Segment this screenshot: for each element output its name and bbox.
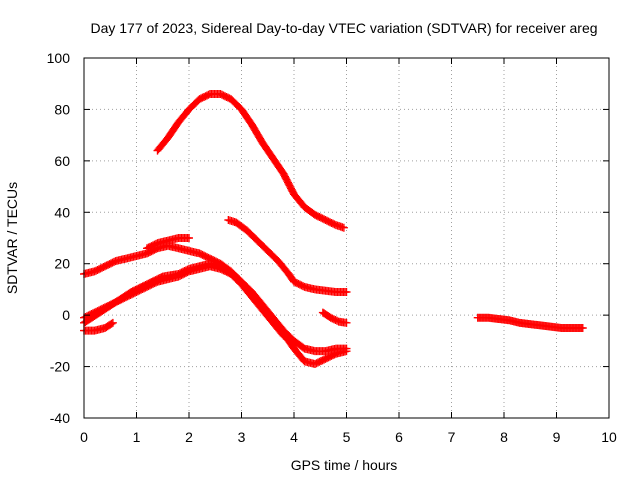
x-tick-label: 10 bbox=[601, 429, 617, 445]
y-tick-label: -20 bbox=[50, 359, 70, 375]
x-tick-label: 7 bbox=[448, 429, 456, 445]
y-tick-label: 40 bbox=[54, 204, 70, 220]
x-axis-label: GPS time / hours bbox=[291, 457, 398, 473]
data-point-marker bbox=[342, 318, 351, 327]
y-tick-label: 20 bbox=[54, 256, 70, 272]
series-arc-short-30 bbox=[143, 234, 193, 253]
series-arc-late-evening bbox=[473, 313, 587, 332]
x-tick-label: 8 bbox=[500, 429, 508, 445]
data-point-marker bbox=[107, 319, 116, 328]
series-arc-from-37 bbox=[224, 216, 351, 296]
y-axis-label: SDTVAR / TECUs bbox=[4, 182, 20, 294]
series-arc-small-left bbox=[80, 318, 117, 335]
y-tick-label: 100 bbox=[47, 50, 71, 66]
data-point-marker bbox=[342, 288, 351, 296]
x-tick-label: 6 bbox=[395, 429, 403, 445]
y-tick-label: 80 bbox=[54, 101, 70, 117]
x-tick-label: 3 bbox=[238, 429, 246, 445]
x-tick-label: 9 bbox=[553, 429, 561, 445]
data-point-marker bbox=[108, 318, 117, 327]
x-tick-labels: 0 1 2 3 4 5 6 7 8 9 10 bbox=[80, 429, 617, 445]
y-tick-label: 60 bbox=[54, 153, 70, 169]
series-arc-peak-86 bbox=[153, 90, 348, 232]
y-tick-labels: -40 -20 0 20 40 60 80 100 bbox=[47, 50, 71, 426]
series-arc-lower-2 bbox=[80, 259, 351, 368]
y-tick-label: 0 bbox=[62, 307, 70, 323]
x-tick-label: 0 bbox=[80, 429, 88, 445]
series-layer bbox=[80, 90, 587, 368]
series-arc-short-end bbox=[318, 308, 351, 327]
x-tick-label: 4 bbox=[290, 429, 298, 445]
data-point-marker bbox=[342, 347, 351, 356]
data-point-marker bbox=[578, 324, 587, 332]
y-tick-label: -40 bbox=[50, 410, 70, 426]
axis-ticks bbox=[83, 57, 610, 419]
chart-title: Day 177 of 2023, Sidereal Day-to-day VTE… bbox=[90, 20, 597, 36]
data-point-marker bbox=[185, 234, 193, 242]
data-point-marker bbox=[339, 223, 348, 232]
x-tick-label: 1 bbox=[133, 429, 141, 445]
x-tick-label: 5 bbox=[343, 429, 351, 445]
grid bbox=[84, 58, 609, 418]
x-tick-label: 2 bbox=[185, 429, 193, 445]
